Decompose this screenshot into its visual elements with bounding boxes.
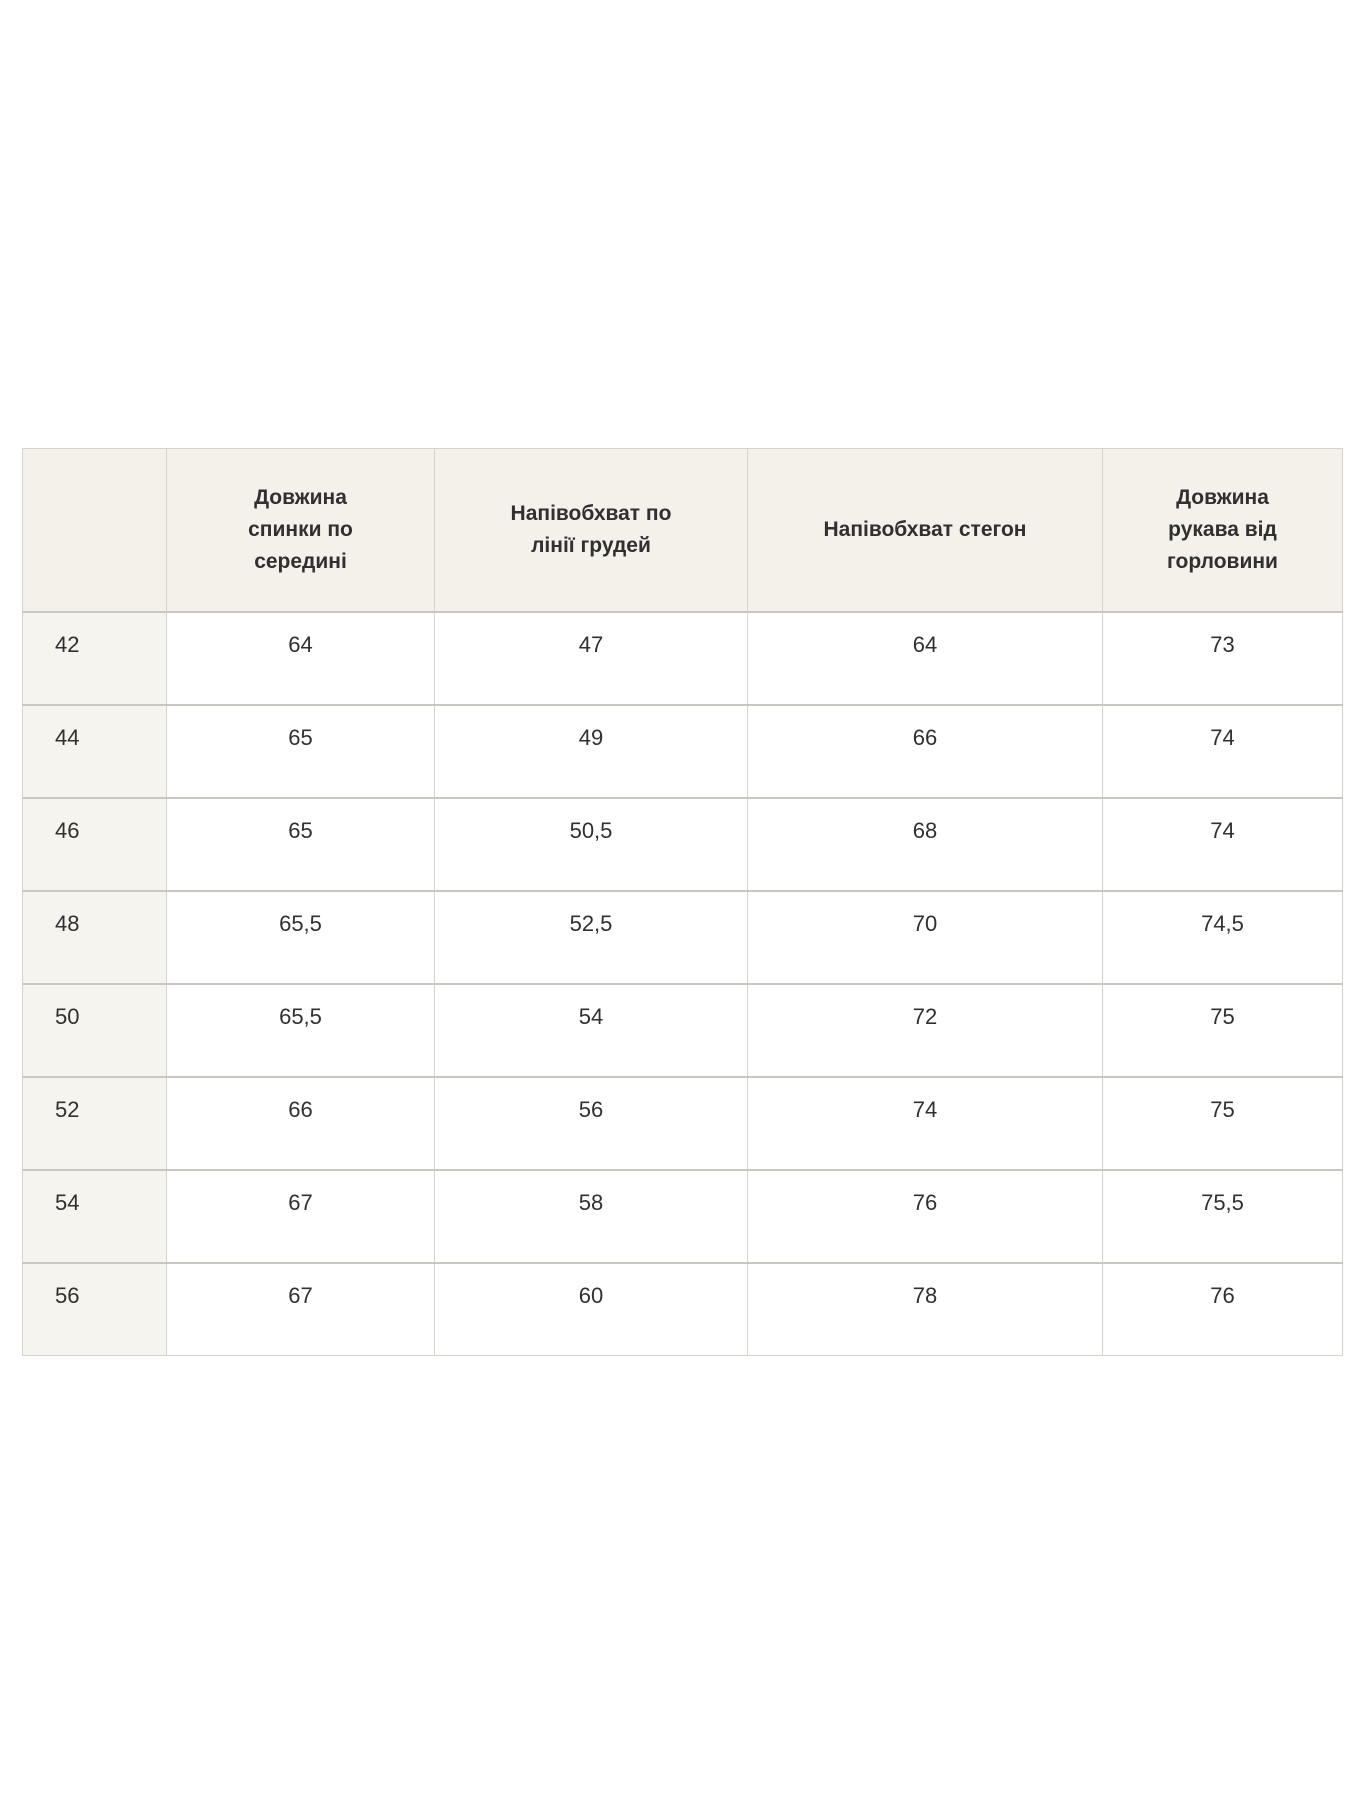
size-chart-table: Довжина спинки по середині Напівобхват п… [22,448,1343,1356]
col-header-back-length: Довжина спинки по середині [166,448,435,612]
cell-hips-half-girth: 78 [747,1261,1103,1356]
cell-hips-half-girth: 72 [747,982,1103,1077]
row-size-label: 42 [22,610,167,705]
cell-back-length: 65,5 [166,982,435,1077]
cell-hips-half-girth: 74 [747,1075,1103,1170]
cell-sleeve-length: 75 [1102,982,1343,1077]
corner-cell [22,448,167,612]
row-size-label: 50 [22,982,167,1077]
table-row: 52 66 56 74 75 [22,1075,1343,1170]
cell-sleeve-length: 75,5 [1102,1168,1343,1263]
cell-back-length: 66 [166,1075,435,1170]
cell-chest-half-girth: 56 [434,1075,748,1170]
col-header-sleeve-length: Довжина рукава від горловини [1102,448,1343,612]
table-row: 48 65,5 52,5 70 74,5 [22,889,1343,984]
cell-back-length: 65 [166,703,435,798]
row-size-label: 54 [22,1168,167,1263]
cell-chest-half-girth: 52,5 [434,889,748,984]
cell-sleeve-length: 74 [1102,796,1343,891]
cell-sleeve-length: 73 [1102,610,1343,705]
row-size-label: 44 [22,703,167,798]
cell-back-length: 67 [166,1168,435,1263]
cell-chest-half-girth: 47 [434,610,748,705]
cell-back-length: 64 [166,610,435,705]
cell-hips-half-girth: 70 [747,889,1103,984]
table-row: 46 65 50,5 68 74 [22,796,1343,891]
cell-back-length: 65 [166,796,435,891]
cell-back-length: 67 [166,1261,435,1356]
cell-hips-half-girth: 64 [747,610,1103,705]
col-header-hips-half-girth: Напівобхват стегон [747,448,1103,612]
row-size-label: 46 [22,796,167,891]
cell-back-length: 65,5 [166,889,435,984]
cell-chest-half-girth: 54 [434,982,748,1077]
cell-chest-half-girth: 49 [434,703,748,798]
row-size-label: 52 [22,1075,167,1170]
col-header-chest-half-girth: Напівобхват по лінії грудей [434,448,748,612]
table-header-row: Довжина спинки по середині Напівобхват п… [22,448,1343,612]
cell-sleeve-length: 74 [1102,703,1343,798]
cell-sleeve-length: 75 [1102,1075,1343,1170]
cell-sleeve-length: 76 [1102,1261,1343,1356]
cell-hips-half-girth: 66 [747,703,1103,798]
cell-chest-half-girth: 50,5 [434,796,748,891]
table-row: 42 64 47 64 73 [22,610,1343,705]
table-row: 44 65 49 66 74 [22,703,1343,798]
row-size-label: 56 [22,1261,167,1356]
cell-hips-half-girth: 68 [747,796,1103,891]
table-row: 56 67 60 78 76 [22,1261,1343,1356]
cell-sleeve-length: 74,5 [1102,889,1343,984]
table-row: 50 65,5 54 72 75 [22,982,1343,1077]
cell-chest-half-girth: 58 [434,1168,748,1263]
cell-chest-half-girth: 60 [434,1261,748,1356]
cell-hips-half-girth: 76 [747,1168,1103,1263]
row-size-label: 48 [22,889,167,984]
table-row: 54 67 58 76 75,5 [22,1168,1343,1263]
